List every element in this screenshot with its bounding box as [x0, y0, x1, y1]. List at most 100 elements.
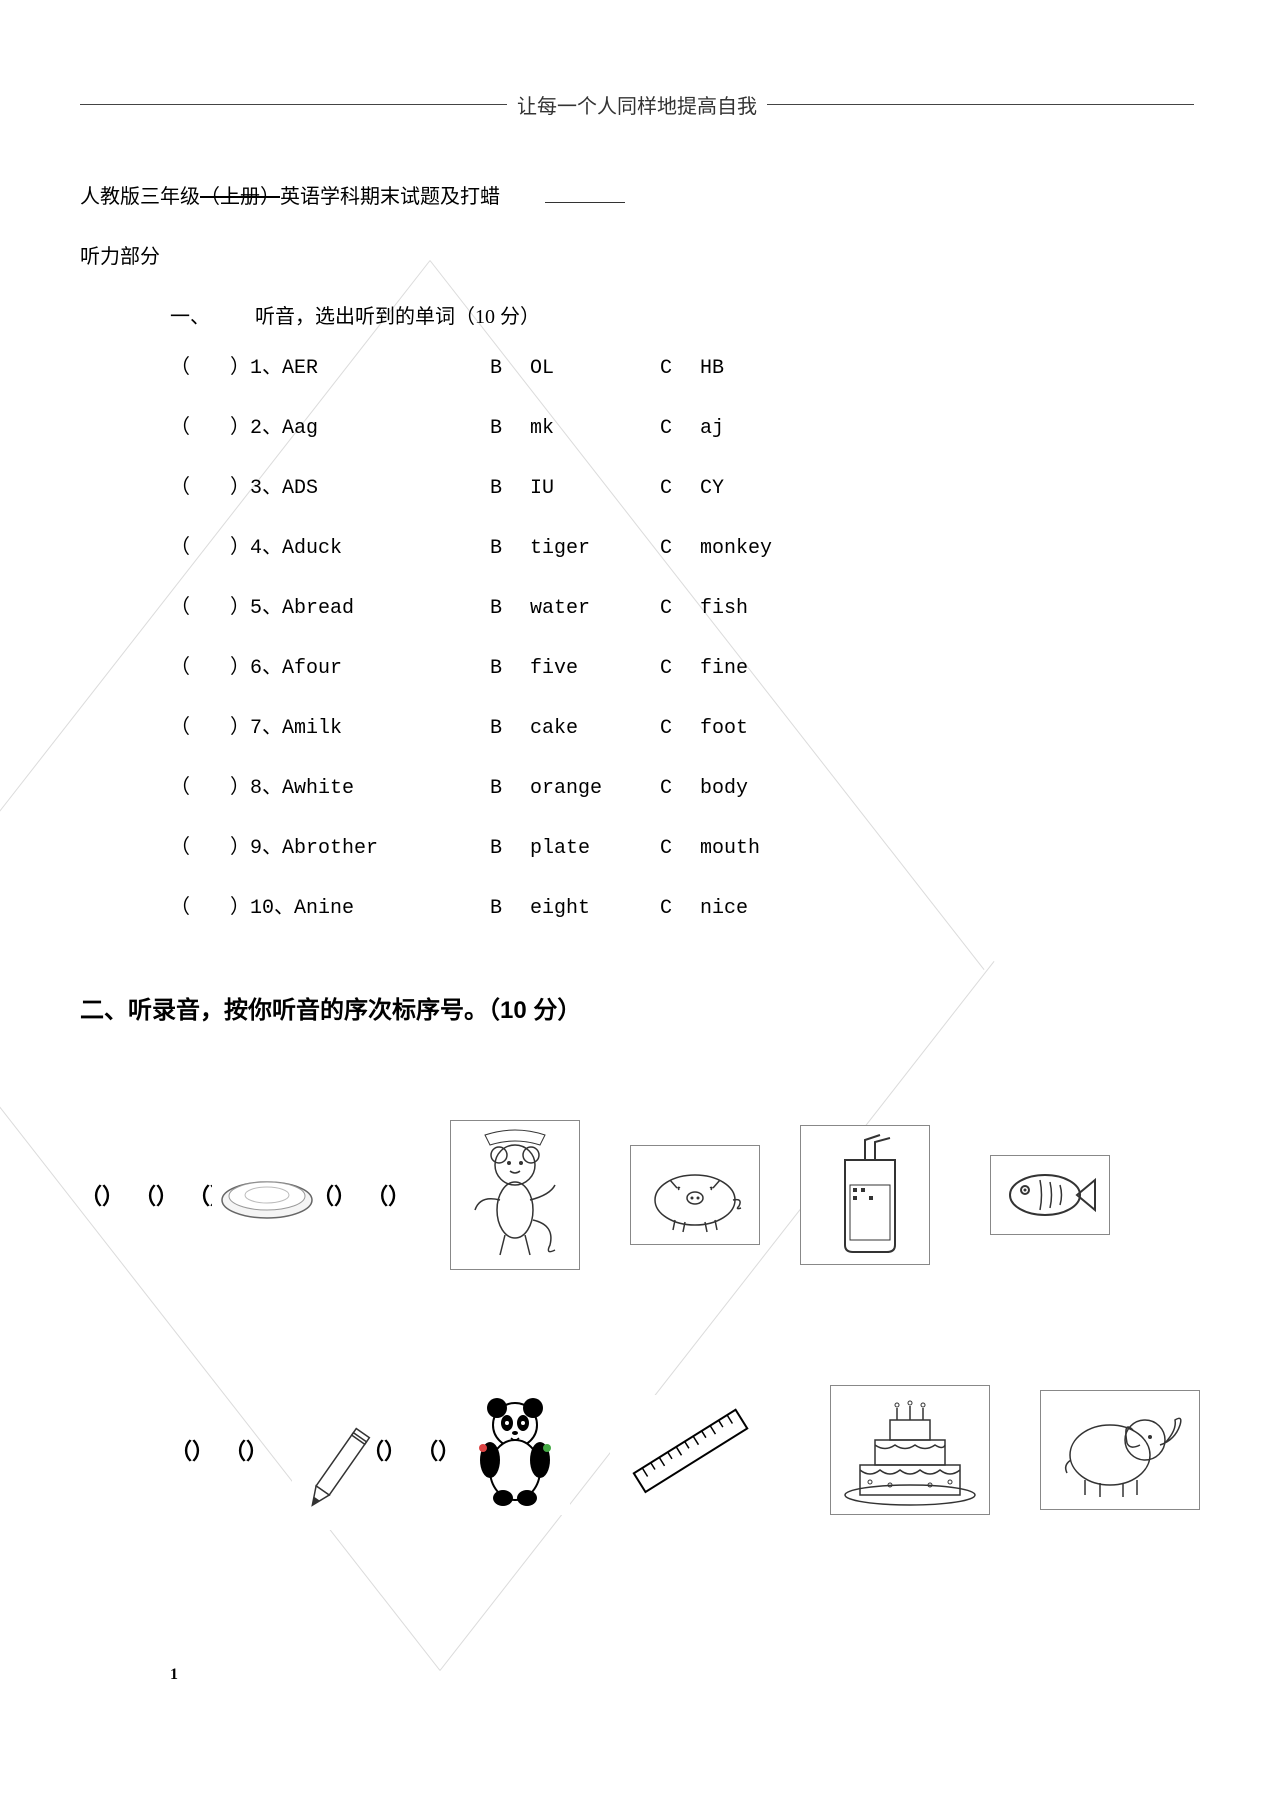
paren-left: （ — [170, 710, 190, 740]
label-b: B — [490, 357, 530, 380]
option-b: water — [530, 597, 660, 620]
watermark-line — [440, 961, 995, 1671]
label-c: C — [660, 537, 700, 560]
option-a: 6、Afour — [250, 650, 490, 680]
option-b: OL — [530, 357, 660, 380]
label-c: C — [660, 837, 700, 860]
option-b: orange — [530, 777, 660, 800]
option-c: monkey — [700, 537, 840, 560]
option-c: nice — [700, 897, 840, 920]
option-a: 8、Awhite — [250, 770, 490, 800]
pig-icon — [630, 1145, 760, 1245]
option-a: 2、Aag — [250, 410, 490, 440]
option-b: cake — [530, 717, 660, 740]
paren-right: ） — [190, 710, 250, 740]
option-a: 7、Amilk — [250, 710, 490, 740]
option-c: fish — [700, 597, 840, 620]
label-c: C — [660, 417, 700, 440]
paren-right: ） — [190, 650, 250, 680]
question-row: （）2、AagBmkCaj — [170, 410, 840, 470]
option-c: body — [700, 777, 840, 800]
label-c: C — [660, 597, 700, 620]
option-a: 1、AER — [250, 350, 490, 380]
fish-icon — [990, 1155, 1110, 1235]
cake-icon — [830, 1385, 990, 1515]
label-b: B — [490, 537, 530, 560]
option-c: HB — [700, 357, 840, 380]
label-b: B — [490, 777, 530, 800]
watermark-line — [0, 961, 440, 1671]
paren-left: （ — [170, 770, 190, 800]
option-b: eight — [530, 897, 660, 920]
question-row: （）9、AbrotherBplateCmouth — [170, 830, 840, 890]
paren-right: ） — [190, 470, 250, 500]
question-row: （）4、AduckBtigerCmonkey — [170, 530, 840, 590]
option-c: CY — [700, 477, 840, 500]
paren-left: （ — [170, 470, 190, 500]
section-1-text: 听音，选出听到的单词（10 分） — [255, 306, 540, 328]
image-row-2: （） （） （） （） （） — [170, 1370, 1200, 1530]
question-table: （）1、AERBOLCHB（）2、AagBmkCaj（）3、ADSBIUCCY（… — [170, 350, 840, 950]
label-b: B — [490, 417, 530, 440]
option-b: five — [530, 657, 660, 680]
section-1-number: 一、 — [170, 306, 210, 328]
option-b: mk — [530, 417, 660, 440]
bracket: （） — [416, 1434, 460, 1466]
paren-right: ） — [190, 830, 250, 860]
option-b: IU — [530, 477, 660, 500]
label-c: C — [660, 777, 700, 800]
option-a: 10、Anine — [250, 890, 490, 920]
title-prefix: 人教版三年级 — [80, 186, 200, 208]
option-c: aj — [700, 417, 840, 440]
label-b: B — [490, 657, 530, 680]
section-2-heading: 二、听录音，按你听音的序次标序号。（10 分） — [80, 990, 581, 1025]
bracket: （） — [362, 1434, 406, 1466]
paren-right: ） — [190, 410, 250, 440]
option-b: plate — [530, 837, 660, 860]
paren-right: ） — [190, 770, 250, 800]
header-motto: 让每一个人同样地提高自我 — [507, 90, 767, 119]
option-c: fine — [700, 657, 840, 680]
bracket: （） — [134, 1179, 178, 1211]
option-a: 4、Aduck — [250, 530, 490, 560]
plate-icon — [212, 1155, 322, 1235]
question-row: （）7、AmilkBcakeCfoot — [170, 710, 840, 770]
question-row: （）6、AfourBfiveCfine — [170, 650, 840, 710]
label-c: C — [660, 357, 700, 380]
title-strike: （上册） — [200, 186, 280, 208]
section-1-heading: 一、 听音，选出听到的单词（10 分） — [170, 300, 540, 329]
header-rule-right — [767, 104, 1194, 105]
title-suffix: 英语学科期末试题及打蜡 — [280, 186, 500, 208]
question-row: （）8、AwhiteBorangeCbody — [170, 770, 840, 830]
label-c: C — [660, 477, 700, 500]
bracket: （） — [224, 1434, 268, 1466]
elephant-icon — [1040, 1390, 1200, 1510]
bracket: （） — [80, 1179, 124, 1211]
bracket: （） — [366, 1179, 410, 1211]
label-c: C — [660, 717, 700, 740]
image-row-1: （） （） （） （） （） — [80, 1120, 1110, 1270]
ruler-icon — [610, 1395, 770, 1505]
label-b: B — [490, 837, 530, 860]
paren-right: ） — [190, 890, 250, 920]
paren-right: ） — [190, 530, 250, 560]
juice-icon — [800, 1125, 930, 1265]
label-b: B — [490, 597, 530, 620]
panda-icon — [460, 1385, 570, 1515]
question-row: （）10、AnineBeightCnice — [170, 890, 840, 950]
label-b: B — [490, 717, 530, 740]
title-blank — [545, 202, 625, 203]
option-a: 3、ADS — [250, 470, 490, 500]
option-a: 5、Abread — [250, 590, 490, 620]
label-b: B — [490, 897, 530, 920]
question-row: （）3、ADSBIUCCY — [170, 470, 840, 530]
monkey-icon — [450, 1120, 580, 1270]
paren-right: ） — [190, 590, 250, 620]
question-row: （）1、AERBOLCHB — [170, 350, 840, 410]
option-c: foot — [700, 717, 840, 740]
header-rule-left — [80, 104, 507, 105]
pencil-icon — [292, 1410, 382, 1530]
label-b: B — [490, 477, 530, 500]
paren-left: （ — [170, 530, 190, 560]
question-row: （）5、AbreadBwaterCfish — [170, 590, 840, 650]
